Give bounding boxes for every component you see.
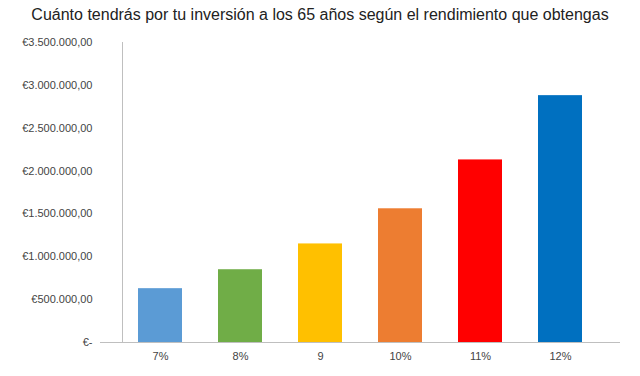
svg-text:10%: 10% [389, 350, 411, 362]
svg-text:7%: 7% [153, 350, 169, 362]
svg-text:12%: 12% [549, 350, 571, 362]
html-text:Cuánto tendrás por tu inversió: Cuánto tendrás por tu inversión a los 65… [31, 6, 609, 23]
svg-text:8%: 8% [233, 350, 249, 362]
svg-text:€500.000,00: €500.000,00 [31, 293, 92, 305]
svg-text:€2.500.000,00: €2.500.000,00 [22, 122, 92, 134]
svg-text:€3.500.000,00: €3.500.000,00 [22, 36, 92, 48]
svg-text:€1.000.000,00: €1.000.000,00 [22, 250, 92, 262]
svg-text:€2.000.000,00: €2.000.000,00 [22, 165, 92, 177]
svg-text:€1.500.000,00: €1.500.000,00 [22, 207, 92, 219]
svg-text:€3.000.000,00: €3.000.000,00 [22, 79, 92, 91]
svg-text:9: 9 [317, 350, 323, 362]
svg-text:€-: €- [83, 336, 93, 348]
svg-text:11%: 11% [470, 350, 491, 362]
